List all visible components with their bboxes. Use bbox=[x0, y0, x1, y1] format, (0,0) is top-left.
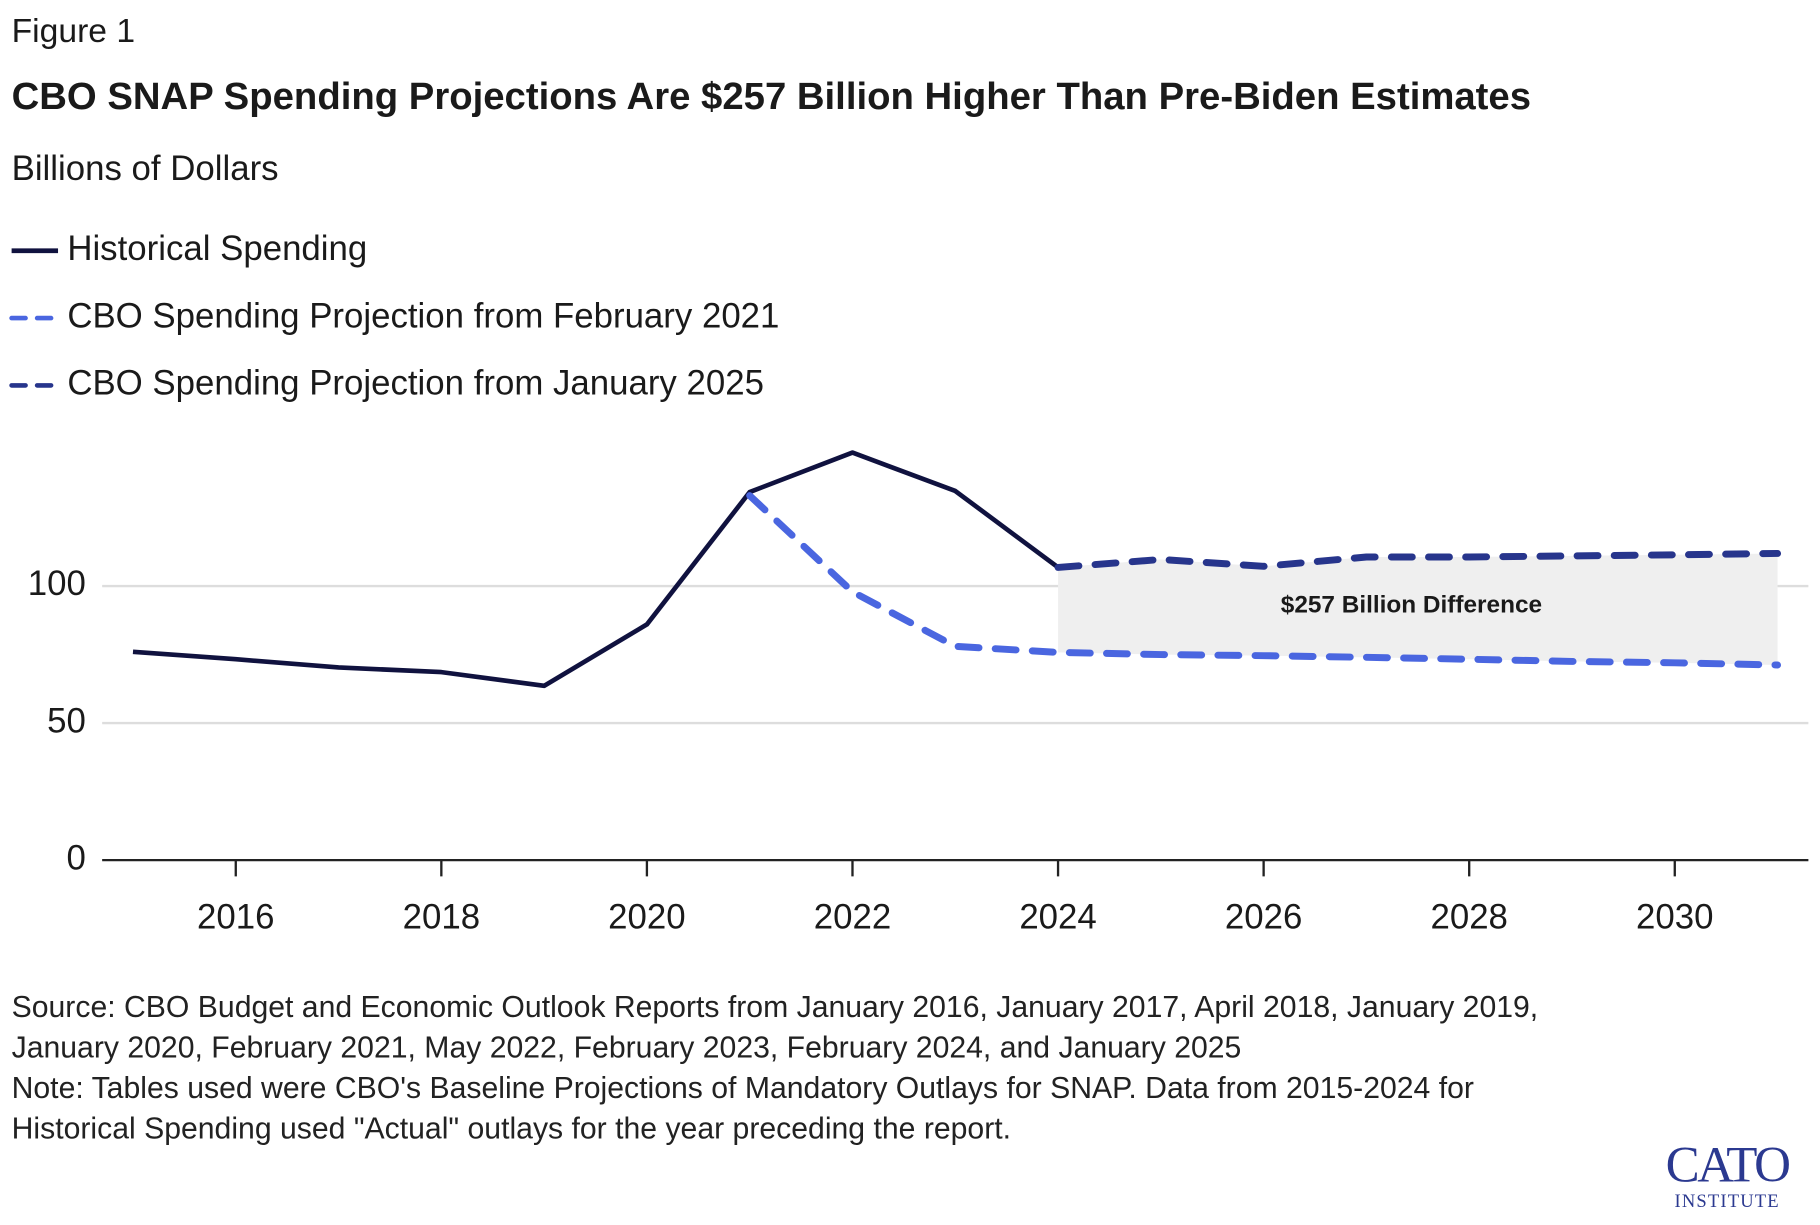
data-note: Note: Tables used were CBO's Baseline Pr… bbox=[11, 1070, 1474, 1146]
legend-label: CBO Spending Projection from January 202… bbox=[67, 364, 764, 403]
chart-title: CBO SNAP Spending Projections Are $257 B… bbox=[12, 75, 1531, 118]
logo-subname: INSTITUTE bbox=[1674, 1191, 1779, 1212]
y-tick-label: 50 bbox=[47, 701, 86, 740]
footnotes: Source: CBO Budget and Economic Outlook … bbox=[11, 988, 1539, 1146]
legend-label: CBO Spending Projection from February 20… bbox=[67, 296, 779, 335]
chart-subtitle: Billions of Dollars bbox=[12, 149, 279, 188]
x-tick-label: 2026 bbox=[1225, 898, 1302, 937]
x-tick-label: 2028 bbox=[1430, 898, 1507, 937]
legend-label: Historical Spending bbox=[67, 229, 367, 268]
difference-band bbox=[1058, 553, 1778, 665]
logo-name: CATO bbox=[1666, 1137, 1790, 1194]
figure-label: Figure 1 bbox=[12, 13, 135, 50]
y-tick-label: 100 bbox=[28, 564, 86, 603]
x-tick-label: 2020 bbox=[608, 898, 685, 937]
series-line bbox=[132, 450, 1060, 689]
series-line bbox=[746, 492, 1782, 669]
x-tick-label: 2024 bbox=[1019, 898, 1096, 937]
x-tick-label: 2030 bbox=[1636, 898, 1713, 937]
series-line bbox=[1054, 549, 1782, 571]
x-tick-label: 2022 bbox=[814, 898, 891, 937]
x-tick-label: 2018 bbox=[403, 898, 480, 937]
annotation: $257 Billion Difference bbox=[1281, 591, 1542, 618]
x-tick-label: 2016 bbox=[197, 898, 274, 937]
y-tick-label: 0 bbox=[67, 838, 86, 877]
source-note: Source: CBO Budget and Economic Outlook … bbox=[11, 988, 1539, 1065]
